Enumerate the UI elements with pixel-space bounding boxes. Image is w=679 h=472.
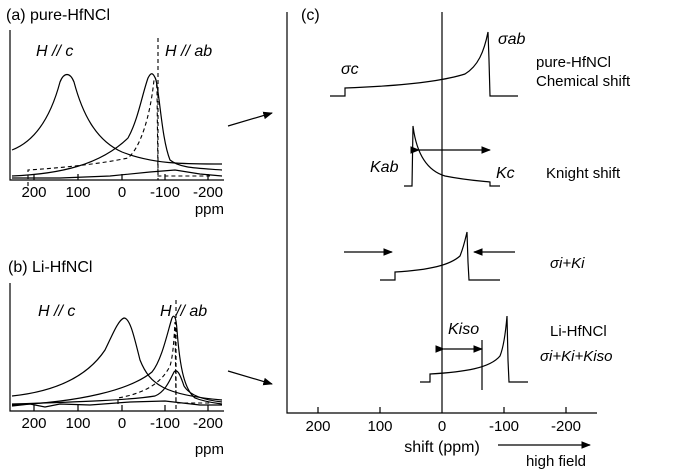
panel-a-tick-200: 200 (21, 184, 46, 201)
panel-a-label-h-c: H // c (36, 43, 73, 60)
panel-a-label-h-ab: H // ab (165, 43, 212, 60)
panel-b: (b) Li-HfNCl 200 100 0 -100 -200 ppm H /… (8, 259, 224, 458)
panel-b-tick-minus100: -100 (150, 415, 180, 432)
panel-b-tick-marks (33, 405, 209, 411)
panel-c-tick-200: 200 (305, 418, 330, 435)
arrow-a-to-c (227, 111, 273, 127)
panel-a-baseline (12, 169, 223, 179)
panel-b-curve-h-ab (11, 315, 223, 406)
panel-b-tick-minus200: -200 (193, 415, 223, 432)
panel-a: (a) pure-HfNCl 200 100 0 -100 -200 ppm H… (6, 7, 224, 218)
knight-shift-pattern (404, 125, 500, 187)
row1-line1: pure-HfNCl (536, 54, 611, 71)
arrow-b-to-c (227, 370, 273, 386)
panel-a-tick-minus200: -200 (193, 184, 223, 201)
panel-c-tick-marks (317, 407, 567, 413)
panel-b-tick-0: 0 (118, 415, 126, 432)
panel-a-tick-minus100: -100 (150, 184, 180, 201)
sigma-c-label: σc (341, 61, 359, 78)
panel-b-label-h-c: H // c (38, 303, 75, 320)
row2-label: Knight shift (546, 165, 621, 182)
panel-a-axes (9, 30, 224, 181)
panel-b-curve-h-c (11, 317, 223, 401)
row1-line2: Chemical shift (536, 73, 631, 90)
panel-c-tick-0: 0 (438, 418, 446, 435)
panel-b-tick-200: 200 (21, 415, 46, 432)
panel-b-baseline (11, 400, 222, 408)
panel-b-unit: ppm (195, 441, 224, 458)
panel-c-tick-minus100: -100 (489, 418, 519, 435)
panel-c-tick-100: 100 (367, 418, 392, 435)
panel-a-tick-100: 100 (65, 184, 90, 201)
panel-b-label-h-ab: H // ab (160, 303, 207, 320)
chemical-shift-pattern (330, 31, 518, 97)
panel-b-tick-100: 100 (65, 415, 90, 432)
k-iso-label: Kiso (448, 321, 479, 338)
li-hfncl-pattern (420, 315, 528, 383)
panel-b-title: (b) Li-HfNCl (8, 259, 92, 276)
panel-c: (c) 200 100 0 -100 -200 shift (ppm) high… (286, 7, 631, 470)
row3-label: σi+Ki (550, 255, 585, 272)
panel-a-tick-0: 0 (118, 184, 126, 201)
k-c-label: Kc (496, 165, 515, 182)
combined-shift-pattern (380, 231, 500, 281)
row4-line2: σi+Ki+Kiso (540, 348, 612, 365)
panel-b-powder-pattern (117, 321, 210, 404)
row4-line1: Li-HfNCl (550, 323, 607, 340)
panel-b-curve-secondary (11, 370, 223, 405)
high-field-label: high field (526, 453, 586, 470)
panel-a-curve-h-ab (11, 73, 223, 177)
panel-b-axes (9, 283, 224, 412)
panel-c-title: (c) (301, 7, 320, 24)
panel-c-tick-minus200: -200 (551, 418, 581, 435)
panel-a-unit: ppm (195, 201, 224, 218)
sigma-ab-label: σab (498, 31, 526, 48)
panel-a-title: (a) pure-HfNCl (6, 7, 110, 24)
k-ab-label: Kab (370, 159, 399, 176)
panel-a-powder-pattern (27, 77, 210, 186)
panel-c-axes (286, 12, 597, 414)
panel-c-xlabel: shift (ppm) (404, 439, 480, 456)
panel-a-curve-h-c (11, 73, 223, 165)
